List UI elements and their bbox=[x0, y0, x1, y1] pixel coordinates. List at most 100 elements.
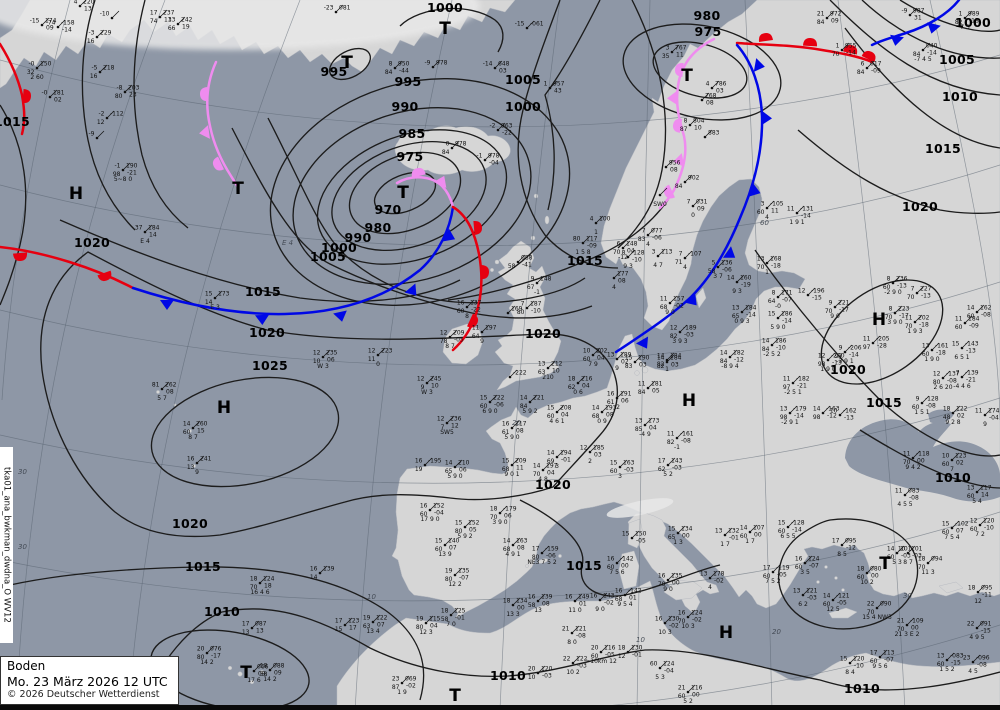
svg-text:14: 14 bbox=[887, 546, 895, 553]
pressure-center-T: T bbox=[681, 66, 693, 86]
svg-text:-15: -15 bbox=[981, 628, 991, 635]
svg-text:W 3: W 3 bbox=[317, 363, 329, 370]
grid-label: 30 bbox=[18, 543, 27, 551]
svg-text:194: 194 bbox=[560, 450, 572, 457]
svg-text:223: 223 bbox=[381, 348, 393, 355]
pressure-center-T: T bbox=[449, 686, 461, 706]
station-plot: 11 197 649 bbox=[472, 325, 497, 346]
svg-text:17: 17 bbox=[335, 618, 343, 625]
svg-text:-01: -01 bbox=[455, 615, 465, 622]
isobar-label: 990 bbox=[345, 230, 372, 245]
station-plot: 13 168-18 701 bbox=[757, 256, 782, 277]
svg-text:-09: -09 bbox=[871, 68, 881, 75]
azores bbox=[192, 464, 196, 468]
svg-text:16: 16 bbox=[795, 556, 803, 563]
aegean-island bbox=[816, 580, 820, 584]
svg-text:5 4: 5 4 bbox=[972, 498, 982, 505]
svg-text:70: 70 bbox=[905, 323, 913, 330]
svg-text:15: 15 bbox=[622, 531, 630, 538]
svg-text:122: 122 bbox=[576, 656, 588, 663]
station-plot: 11 -182-21 97-2 5 1 bbox=[783, 376, 810, 397]
svg-text:4 7: 4 7 bbox=[653, 262, 663, 269]
station-plot: 74 -158-14 bbox=[48, 20, 75, 34]
svg-text:6 5 5: 6 5 5 bbox=[780, 533, 795, 540]
svg-text:70: 70 bbox=[658, 581, 666, 588]
svg-text:18: 18 bbox=[490, 506, 498, 513]
svg-text:148: 148 bbox=[626, 241, 638, 248]
svg-text:-3: -3 bbox=[89, 30, 95, 37]
station-plot: 12 -137-08 802 6 20 bbox=[933, 371, 960, 392]
svg-text:-137: -137 bbox=[946, 371, 960, 378]
svg-text:60: 60 bbox=[650, 661, 658, 668]
canary-island bbox=[260, 670, 264, 674]
svg-text:13: 13 bbox=[84, 6, 92, 13]
svg-text:-12: -12 bbox=[734, 357, 744, 364]
svg-text:162: 162 bbox=[980, 305, 992, 312]
svg-text:-15: -15 bbox=[812, 295, 822, 302]
svg-text:115: 115 bbox=[429, 616, 441, 623]
svg-text:-04: -04 bbox=[489, 160, 499, 167]
svg-text:8: 8 bbox=[465, 313, 469, 320]
svg-text:3: 3 bbox=[618, 473, 622, 480]
svg-text:081: 081 bbox=[339, 5, 351, 12]
svg-text:0: 0 bbox=[376, 361, 380, 368]
svg-text:83: 83 bbox=[638, 236, 646, 243]
svg-text:-05: -05 bbox=[605, 652, 615, 659]
svg-text:157: 157 bbox=[673, 296, 685, 303]
svg-text:-03: -03 bbox=[624, 467, 634, 474]
svg-text:11: 11 bbox=[667, 431, 675, 438]
svg-text:60: 60 bbox=[763, 573, 771, 580]
station-plot: 10 101-038 7 bbox=[898, 546, 923, 567]
isobar-label: 980 bbox=[365, 220, 392, 235]
svg-text:-12: -12 bbox=[618, 254, 628, 261]
svg-text:5 9 2: 5 9 2 bbox=[522, 408, 537, 415]
svg-text:8: 8 bbox=[684, 118, 688, 125]
svg-text:65: 65 bbox=[668, 534, 676, 541]
pressure-center-T: T bbox=[341, 53, 353, 73]
svg-text:-08: -08 bbox=[981, 312, 991, 319]
svg-text:978: 978 bbox=[488, 153, 500, 160]
svg-text:-163: -163 bbox=[826, 406, 840, 413]
station-plot: -222 bbox=[508, 370, 527, 379]
svg-text:13: 13 bbox=[538, 361, 546, 368]
svg-text:-8 9 4: -8 9 4 bbox=[721, 363, 739, 370]
station-plot: 60 124-045 3 bbox=[650, 661, 675, 682]
svg-text:-083: -083 bbox=[950, 653, 964, 660]
svg-text:-2 9 0: -2 9 0 bbox=[884, 289, 902, 296]
svg-text:120: 120 bbox=[853, 656, 865, 663]
svg-text:17: 17 bbox=[349, 625, 357, 632]
svg-text:-01: -01 bbox=[561, 457, 571, 464]
svg-text:3 9 0: 3 9 0 bbox=[887, 319, 902, 326]
greenland-icecap bbox=[0, 0, 480, 50]
svg-text:23: 23 bbox=[392, 676, 400, 683]
svg-text:124: 124 bbox=[663, 661, 675, 668]
station-plot: 7 -107 714 bbox=[675, 251, 702, 272]
svg-text:7: 7 bbox=[950, 466, 954, 473]
svg-text:-139: -139 bbox=[965, 370, 979, 377]
svg-text:4 8: 4 8 bbox=[538, 476, 548, 483]
svg-text:-2: -2 bbox=[490, 123, 496, 130]
svg-text:13: 13 bbox=[732, 305, 740, 312]
svg-text:113: 113 bbox=[661, 249, 673, 256]
station-plot: 8 -128-109 3 bbox=[622, 250, 645, 271]
svg-text:120: 120 bbox=[983, 518, 995, 525]
svg-text:18: 18 bbox=[260, 663, 268, 670]
station-plot: 11 -205-28 97 bbox=[863, 336, 890, 352]
svg-text:16: 16 bbox=[310, 566, 318, 573]
canary-island bbox=[249, 679, 255, 685]
isobar-label: 1005 bbox=[939, 52, 975, 67]
svg-text:786: 786 bbox=[715, 81, 727, 88]
svg-text:4: 4 bbox=[74, 0, 78, 6]
svg-text:16: 16 bbox=[457, 300, 465, 307]
svg-text:61: 61 bbox=[502, 429, 510, 436]
svg-text:5 9 0: 5 9 0 bbox=[504, 434, 519, 441]
svg-text:65: 65 bbox=[732, 313, 740, 320]
station-plot: 883 bbox=[703, 130, 720, 139]
svg-text:22: 22 bbox=[967, 621, 975, 628]
